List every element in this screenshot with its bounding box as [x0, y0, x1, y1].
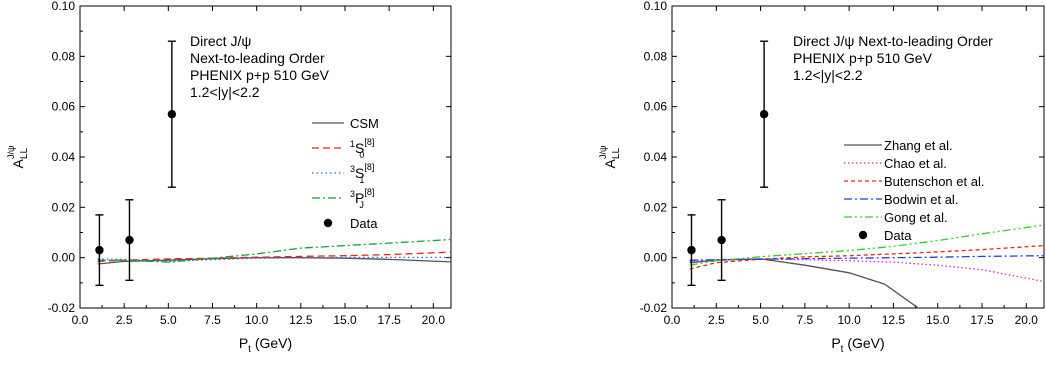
legend-label: Bodwin et al.	[884, 192, 958, 207]
annotation-line: Direct J/ψ Next-to-leading Order	[793, 33, 993, 49]
annotation-line: 1.2<|y|<2.2	[190, 84, 260, 100]
x-tick-label: 2.5	[708, 313, 725, 327]
data-point	[759, 110, 769, 119]
x-tick-label: 17.5	[377, 313, 401, 327]
legend-label: Zhang et al.	[884, 138, 953, 153]
x-tick-label: 10.0	[837, 313, 861, 327]
y-tick-label: -0.02	[48, 301, 76, 315]
y-tick-label: 0.08	[644, 49, 668, 63]
y-tick-label: 0.10	[644, 0, 668, 13]
legend-label: Data	[884, 228, 912, 243]
series-line	[97, 251, 451, 263]
annotation-line: PHENIX p+p 510 GeV	[793, 50, 933, 66]
x-axis-title: Pt (GeV)	[831, 335, 884, 355]
chart-panel-1: 0.0 2.5 5.0 7.5 10.0 12.5 15.0 17.5 20.0 -0.02 0.0…	[6, 0, 452, 355]
series-line	[689, 258, 920, 308]
data-point	[717, 235, 726, 245]
x-tick-label: 17.5	[970, 313, 994, 327]
y-axis-title: ALLJ/ψ	[598, 146, 622, 169]
x-axis-title: Pt (GeV)	[239, 335, 292, 355]
annotation-line: 1.2<|y|<2.2	[793, 67, 863, 83]
legend-swatch-data	[858, 230, 868, 240]
series-group	[689, 224, 1044, 308]
series-line	[97, 238, 451, 263]
data-point	[167, 110, 177, 119]
legend-label: 1S[8] 0	[350, 137, 374, 160]
data-point	[95, 245, 104, 255]
annotation-line: Next-to-leading Order	[190, 50, 325, 66]
y-tick-label: 0.06	[52, 100, 76, 114]
annotation-line: PHENIX p+p 510 GeV	[190, 67, 330, 83]
x-tick-label: 2.5	[116, 313, 133, 327]
y-tick-label: 0.10	[52, 0, 76, 13]
x-tick-label: 12.5	[882, 313, 906, 327]
series-line	[689, 258, 1044, 283]
legend-label: 3S[8] 1	[350, 162, 374, 185]
legend-label: Data	[350, 216, 378, 231]
y-tick-label: 0.00	[52, 251, 76, 265]
x-tick-label: 10.0	[245, 313, 269, 327]
data-point	[687, 245, 696, 255]
y-tick-label: 0.06	[644, 100, 668, 114]
x-tick-label: 7.5	[797, 313, 814, 327]
chart-panel-2: 0.0 2.5 5.0 7.5 10.0 12.5 15.0 17.5 20.0 -0.02 0.0…	[598, 0, 1045, 355]
legend-label: Butenschon et al.	[884, 174, 984, 189]
series-line	[97, 256, 451, 263]
series-line	[689, 255, 1044, 261]
y-tick-label: 0.02	[644, 200, 668, 214]
y-tick-label: 0.00	[644, 251, 668, 265]
x-tick-label: 12.5	[289, 313, 313, 327]
series-line	[689, 244, 1044, 270]
legend-label: Chao et al.	[884, 156, 947, 171]
legend: CSM 1S[8] 03S[8] 13P[8] J Data	[312, 116, 379, 231]
y-tick-label: 0.02	[52, 200, 76, 214]
y-axis-title: ALLJ/ψ	[6, 146, 30, 169]
legend: Zhang et al. Chao et al. Butenschon et al.…	[844, 138, 984, 243]
x-tick-label: 0.0	[664, 313, 681, 327]
x-tick-label: 5.0	[160, 313, 177, 327]
legend-label: 3P[8] J	[350, 187, 374, 210]
y-tick-label: 0.04	[644, 150, 668, 164]
y-tick-label: -0.02	[640, 301, 668, 315]
x-tick-label: 7.5	[204, 313, 221, 327]
annotation-line: Direct J/ψ	[190, 33, 251, 49]
series-line	[689, 224, 1044, 266]
x-tick-label: 20.0	[1015, 313, 1039, 327]
data-point	[125, 235, 134, 245]
legend-label: Gong et al.	[884, 210, 948, 225]
x-tick-label: 15.0	[333, 313, 357, 327]
x-tick-label: 5.0	[752, 313, 769, 327]
legend-swatch-data	[323, 218, 333, 228]
x-tick-label: 0.0	[72, 313, 89, 327]
y-tick-label: 0.08	[52, 49, 76, 63]
legend-label: CSM	[350, 116, 379, 131]
x-tick-label: 20.0	[422, 313, 446, 327]
x-tick-label: 15.0	[926, 313, 950, 327]
y-tick-label: 0.04	[52, 150, 76, 164]
series-group	[97, 238, 451, 265]
